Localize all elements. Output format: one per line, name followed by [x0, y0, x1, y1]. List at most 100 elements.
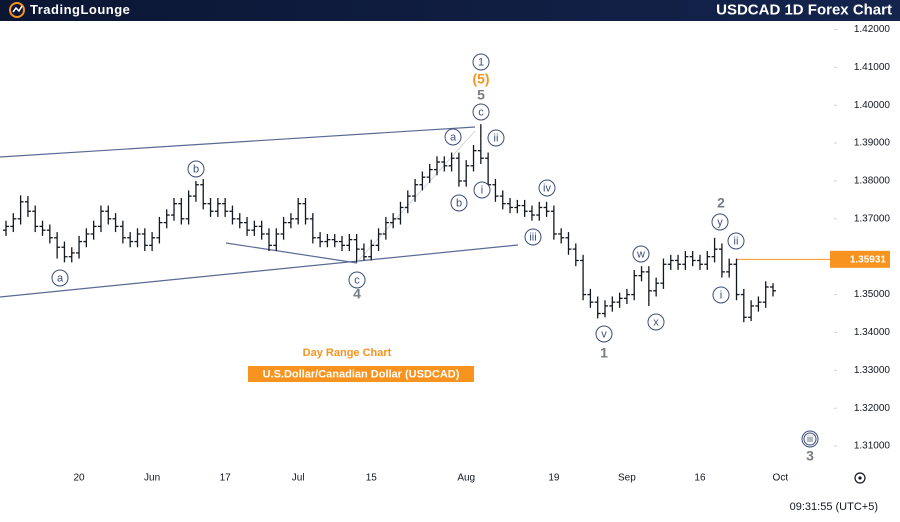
ohlc-bar [638, 266, 645, 282]
wave-circle [472, 103, 490, 121]
ohlc-bar [426, 163, 433, 183]
ohlc-bar [134, 228, 141, 248]
ohlc-bar [222, 198, 229, 217]
ohlc-bar [339, 235, 346, 252]
ohlc-bar [733, 258, 740, 301]
channel-lower [0, 244, 519, 298]
wave-circle-inner [803, 432, 817, 446]
ohlc-bar [558, 228, 565, 244]
ohlc-bar [616, 292, 623, 308]
ohlc-bar [214, 198, 221, 217]
ohlc-bar [317, 232, 324, 248]
ohlc-bar [360, 243, 367, 261]
ohlc-bar [660, 258, 667, 289]
ohlc-bar [602, 300, 609, 318]
ohlc-bar [90, 220, 97, 240]
wave-label: 1 [600, 345, 608, 361]
ohlc-bar [711, 237, 718, 263]
ohlc-bar [61, 241, 68, 263]
ohlc-bar [726, 258, 733, 278]
x-tick-label: 15 [366, 473, 378, 484]
ohlc-bar [295, 198, 302, 225]
ohlc-bar [3, 220, 9, 236]
logo-icon [9, 2, 25, 18]
ohlc-bar [682, 251, 689, 270]
trendlines [0, 126, 519, 298]
wave-label: b [456, 197, 462, 209]
settings-icon[interactable] [854, 472, 866, 484]
wave-circle [632, 245, 650, 263]
ohlc-bar [17, 195, 24, 225]
trendline-faint [356, 130, 476, 263]
wave-label: v [601, 328, 607, 340]
ohlc-bar [623, 288, 630, 305]
wave-label: ii [734, 235, 739, 247]
ohlc-bar [397, 201, 404, 225]
ohlc-bar [580, 254, 587, 301]
ohlc-bar [675, 254, 682, 270]
price-bars [3, 124, 777, 323]
y-tick-label: 1.34000 [854, 327, 891, 338]
wave-label: 1 [478, 56, 484, 68]
ohlc-bar [119, 220, 126, 244]
ohlc-bar [412, 179, 419, 202]
caption-box [248, 366, 474, 382]
ohlc-bar [536, 201, 543, 221]
ohlc-bar [105, 205, 112, 225]
y-tick-label: 1.41000 [854, 62, 891, 73]
ohlc-bar [309, 213, 316, 244]
ohlc-bar [455, 152, 462, 187]
x-tick-label: Jun [144, 473, 160, 484]
y-tick-label: 1.39000 [854, 138, 891, 149]
ohlc-bar [156, 216, 163, 244]
ohlc-bar [185, 190, 192, 225]
ohlc-bar [83, 228, 90, 248]
subtitle: Day Range Chart [303, 347, 392, 359]
ohlc-bar [149, 232, 156, 252]
gear[interactable] [854, 472, 866, 484]
ohlc-bar [280, 216, 287, 240]
logo-text: TradingLounge [30, 2, 130, 17]
ohlc-bar [76, 235, 83, 259]
ohlc-bar [171, 198, 178, 221]
ohlc-bar [302, 198, 309, 225]
ohlc-bar [499, 190, 506, 210]
wave-label: i [720, 289, 722, 301]
wave-label: 4 [353, 286, 361, 302]
ohlc-bar [287, 213, 294, 229]
wave-label: y [717, 216, 723, 228]
x-tick-label: 20 [73, 473, 85, 484]
ohlc-bar [112, 213, 119, 233]
ohlc-bar [141, 228, 148, 252]
timestamp: 09:31:55 (UTC+5) [790, 501, 878, 513]
wave-label: 3 [806, 448, 814, 464]
wave-circle [524, 228, 542, 246]
ohlc-bar [521, 199, 528, 217]
wave-circle [450, 194, 468, 212]
wave-circle [647, 313, 665, 331]
ohlc-bar [609, 296, 616, 312]
ohlc-bar [433, 156, 440, 176]
x-tick-label: 17 [220, 473, 232, 484]
ohlc-bar [718, 243, 725, 278]
last-price-box [830, 250, 890, 268]
x-tick-label: Sep [618, 473, 636, 484]
y-tick-label: 1.35000 [854, 289, 891, 300]
wave-circle [444, 128, 462, 146]
x-tick-label: 16 [694, 473, 706, 484]
wave-label: a [57, 272, 64, 284]
caption: U.S.Dollar/Canadian Dollar (USDCAD) [263, 368, 460, 380]
ohlc-bar [770, 283, 777, 297]
ohlc-bar [463, 160, 470, 187]
ohlc-bar [390, 213, 397, 229]
ohlc-bar [10, 213, 17, 233]
wave-label: iv [543, 182, 551, 194]
gear-center[interactable] [858, 476, 862, 480]
y-tick-label: 1.42000 [854, 24, 891, 35]
wave-label: 2 [717, 195, 725, 211]
ohlc-bar [200, 179, 207, 210]
ohlc-bar [653, 277, 660, 297]
wave-label: w [636, 248, 645, 260]
ohlc-bar [565, 232, 572, 255]
